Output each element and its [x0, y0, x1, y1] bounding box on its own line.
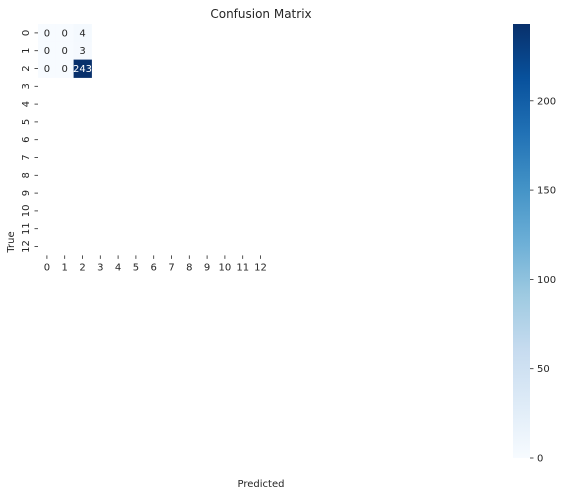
heatmap-cell-2-0: [38, 59, 57, 78]
y-tick-label-0: 0: [21, 30, 32, 36]
cell-value-0-0: 0: [44, 28, 50, 39]
colorbar-tick-label-0: 0: [537, 454, 543, 465]
y-tick-label-6: 6: [21, 137, 32, 143]
cell-value-0-2: 4: [79, 28, 85, 39]
cell-value-0-1: 0: [62, 28, 68, 39]
x-tick-label-9: 9: [204, 262, 210, 273]
y-tick-label-9: 9: [21, 190, 32, 196]
heatmap-cell-0-1: [55, 24, 75, 43]
x-tick-label-12: 12: [254, 262, 267, 273]
heatmap-cell-labels: 0 0 40 0 30 0 243: [44, 28, 92, 75]
y-tick-label-10: 10: [21, 205, 32, 218]
y-tick-label-5: 5: [21, 119, 32, 125]
x-tick-label-11: 11: [236, 262, 249, 273]
colorbar-tick-label-100: 100: [537, 275, 556, 286]
cell-value-1-2: 3: [79, 46, 85, 57]
x-tick-label-3: 3: [97, 262, 103, 273]
x-tick-label-8: 8: [186, 262, 192, 273]
x-tick-label-6: 6: [151, 262, 157, 273]
colorbar-ticks: 0 50 100 150 200: [530, 96, 556, 465]
heatmap-cell-2-1: [55, 59, 75, 78]
heatmap-cells: [38, 24, 92, 78]
x-tick-label-1: 1: [62, 262, 68, 273]
y-tick-label-7: 7: [21, 154, 32, 160]
y-tick-label-2: 2: [21, 65, 32, 71]
heatmap-cell-1-1: [55, 41, 75, 61]
cell-value-2-0: 0: [44, 64, 50, 75]
cell-value-2-2: 243: [73, 64, 92, 75]
x-tick-label-0: 0: [44, 262, 50, 273]
y-tick-label-12: 12: [21, 240, 32, 253]
colorbar: [513, 24, 530, 458]
x-tick-label-2: 2: [79, 262, 85, 273]
y-axis-label: True: [6, 231, 17, 253]
x-tick-label-5: 5: [133, 262, 139, 273]
cell-value-2-1: 0: [62, 64, 68, 75]
chart-title: Confusion Matrix: [210, 7, 311, 21]
colorbar-tick-label-50: 50: [537, 364, 550, 375]
x-tick-label-7: 7: [168, 262, 174, 273]
cell-value-1-0: 0: [44, 46, 50, 57]
x-tick-label-4: 4: [115, 262, 121, 273]
heatmap-cell-1-0: [38, 41, 57, 61]
colorbar-tick-label-150: 150: [537, 186, 556, 197]
y-tick-label-4: 4: [21, 101, 32, 107]
cell-value-1-1: 0: [62, 46, 68, 57]
y-tick-label-11: 11: [21, 222, 32, 235]
x-axis-ticks: 0 1 2 3 4 5 6 7 8 9 10 11 12: [44, 255, 267, 273]
heatmap-cell-0-2: [73, 24, 92, 43]
heatmap-cell-0-0: [38, 24, 57, 43]
y-tick-label-1: 1: [21, 48, 32, 54]
x-tick-label-10: 10: [219, 262, 232, 273]
colorbar-tick-label-200: 200: [537, 96, 556, 107]
y-tick-label-3: 3: [21, 83, 32, 89]
x-axis-label: Predicted: [238, 479, 285, 490]
heatmap-cell-2-2: [73, 59, 92, 78]
heatmap-cell-1-2: [73, 41, 92, 61]
y-tick-label-8: 8: [21, 172, 32, 178]
